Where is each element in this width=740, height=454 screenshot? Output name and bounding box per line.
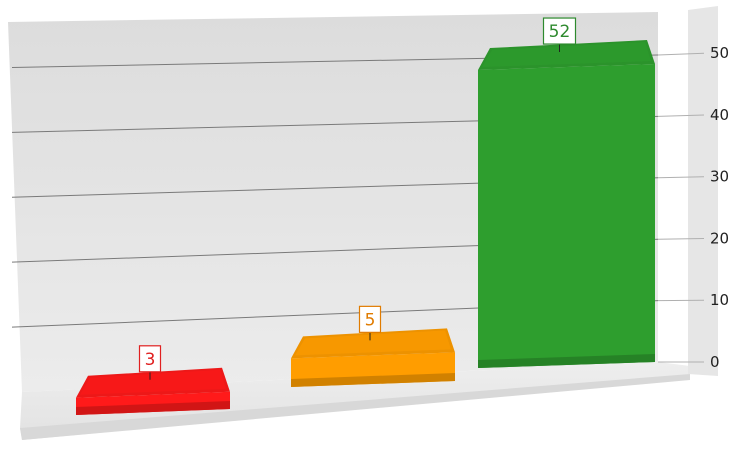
bar-base-shade xyxy=(76,401,230,415)
y-tick-label: 20 xyxy=(710,229,729,247)
y-tick-label: 10 xyxy=(710,291,729,309)
data-label-box xyxy=(358,305,382,333)
data-labels: 3 5 52 xyxy=(138,17,577,380)
y-tick-mark xyxy=(657,237,705,240)
y-tick-label: 40 xyxy=(710,106,729,124)
bar-front xyxy=(478,64,655,368)
y-tick-label: 0 xyxy=(710,353,720,371)
y-tick-label: 50 xyxy=(710,44,729,62)
data-label: 3 xyxy=(138,345,162,380)
data-label-box xyxy=(542,17,577,45)
bar-base-shade xyxy=(291,373,455,387)
bar-top-highlight xyxy=(295,330,451,356)
y-tick-mark xyxy=(657,114,705,117)
y-axis: 0 10 20 30 40 50 xyxy=(657,44,729,371)
bar-top-highlight xyxy=(482,42,651,68)
chart-floor-edge xyxy=(20,374,690,440)
bar-base-shade xyxy=(478,354,655,368)
bar xyxy=(291,328,455,387)
data-label-text: 52 xyxy=(549,22,571,42)
bar xyxy=(76,367,230,415)
y-tick-mark xyxy=(657,176,705,179)
data-label-text: 3 xyxy=(145,350,156,370)
data-label-box xyxy=(138,345,162,373)
y-tick-mark xyxy=(657,52,705,56)
bar xyxy=(478,40,655,368)
y-tick-label: 30 xyxy=(710,168,729,186)
bar-top-highlight xyxy=(80,369,226,395)
data-label: 52 xyxy=(542,17,577,53)
data-label: 5 xyxy=(358,305,382,341)
chart-side-wall xyxy=(688,6,718,376)
data-label-text: 5 xyxy=(365,310,376,330)
bars xyxy=(76,40,655,415)
